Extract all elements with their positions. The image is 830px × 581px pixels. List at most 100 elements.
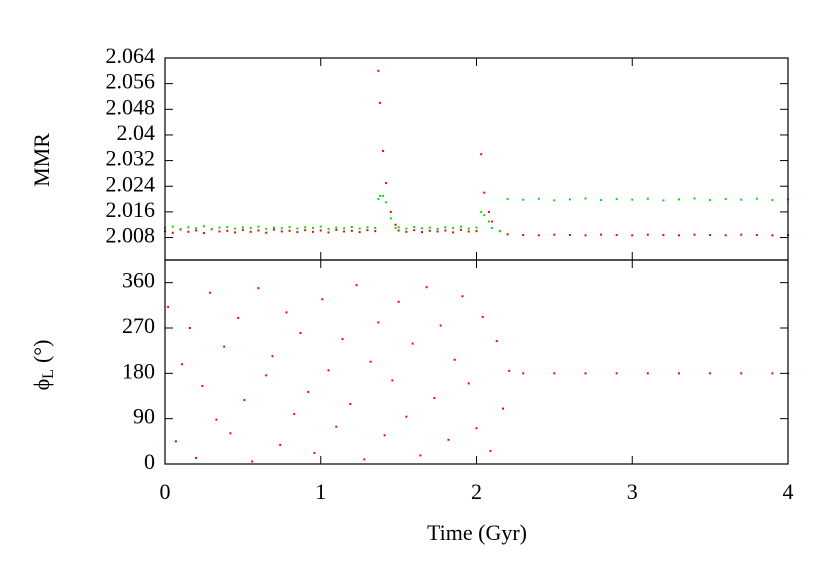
point [453,358,456,361]
point [506,233,509,236]
point [693,197,696,200]
point [273,226,276,229]
point [243,399,246,402]
point [553,372,556,375]
point [171,225,174,228]
point [229,432,232,435]
point [195,456,198,459]
x-tick-label: 2 [471,479,482,504]
point [522,198,525,201]
point [167,305,170,308]
point [251,460,254,463]
point [491,220,494,223]
point [662,199,665,202]
point [293,413,296,416]
point [311,226,314,229]
point [299,332,302,335]
y-tick-label: 2.008 [106,223,156,248]
point [584,197,587,200]
point [377,198,380,201]
y-tick-label: 2.048 [106,94,156,119]
point [447,438,450,441]
point [481,315,484,318]
point [677,372,680,375]
point [615,198,618,201]
point [210,228,213,231]
point [436,227,439,230]
point [313,451,316,454]
point [724,198,727,201]
point [311,230,314,233]
point [335,425,338,428]
point [467,382,470,385]
point [304,226,307,229]
point [419,454,422,457]
y-tick-label: 2.024 [106,171,156,196]
point [480,210,483,213]
point [234,231,237,234]
point [439,324,442,327]
point [475,226,478,229]
point [755,197,758,200]
point [489,449,492,452]
point [279,443,282,446]
point [584,234,587,237]
point [740,233,743,236]
point [249,230,252,233]
point [265,374,268,377]
point [385,182,388,185]
point [327,369,330,372]
point [257,225,260,228]
point [394,226,397,229]
point [383,434,386,437]
point [553,199,556,202]
point [600,199,603,202]
point [319,229,322,232]
point [501,407,504,410]
point [487,220,490,223]
point [480,153,483,156]
point [226,229,229,232]
point [341,338,344,341]
point [385,201,388,204]
x-axis-label: Time (Gyr) [427,520,527,545]
point [343,230,346,233]
point [491,226,494,229]
point [740,198,743,201]
point [646,372,649,375]
point [377,321,380,324]
point [522,233,525,236]
point [568,233,571,236]
point [327,231,330,234]
x-tick-label: 4 [783,479,794,504]
point [420,231,423,234]
point [174,440,177,443]
point [537,234,540,237]
point [382,149,385,152]
point [223,345,226,348]
point [452,226,455,229]
point [498,230,501,233]
point [218,230,221,233]
point [226,225,229,228]
point [350,225,353,228]
point [215,418,218,421]
point [202,232,205,235]
point [405,227,408,230]
point [397,226,400,229]
point [724,234,727,237]
point [771,234,774,237]
point [319,225,322,228]
point [740,372,743,375]
point [615,372,618,375]
point [374,230,377,233]
point [553,233,556,236]
point [631,234,634,237]
point [428,226,431,229]
point [475,427,478,430]
point [188,327,191,329]
x-tick-label: 0 [160,479,171,504]
point [265,227,268,230]
point [181,363,184,366]
point [296,227,299,230]
